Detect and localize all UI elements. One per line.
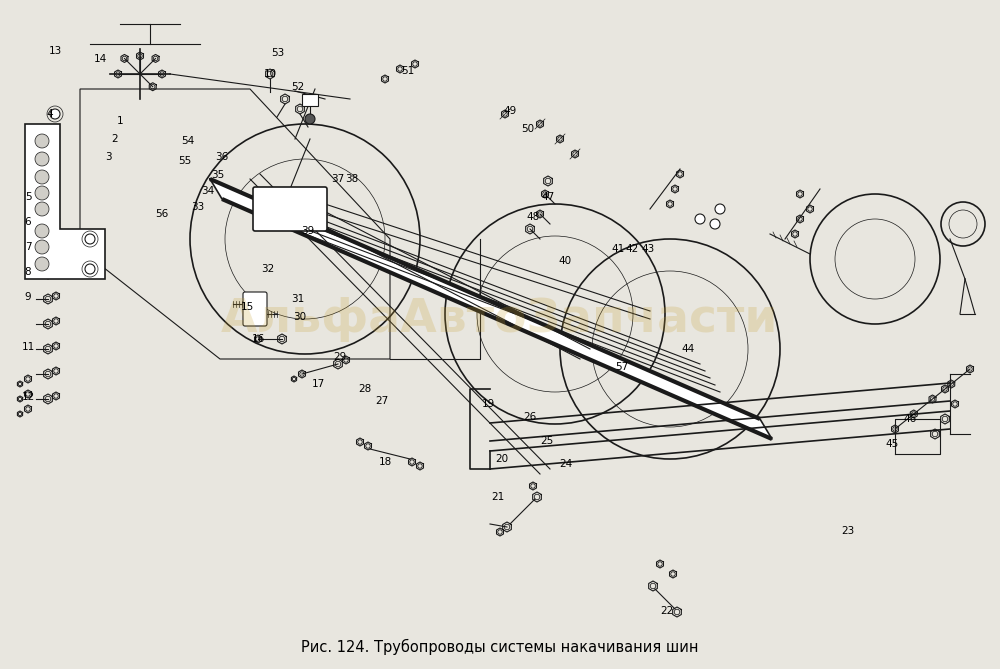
Text: 11: 11 (21, 342, 35, 352)
Text: 19: 19 (481, 399, 495, 409)
Text: 56: 56 (155, 209, 169, 219)
Polygon shape (210, 179, 772, 439)
Text: 39: 39 (301, 226, 315, 236)
Circle shape (35, 170, 49, 184)
Text: 34: 34 (201, 186, 215, 196)
Text: 54: 54 (181, 136, 195, 146)
Text: 6: 6 (25, 217, 31, 227)
Text: 29: 29 (333, 352, 347, 362)
Text: 40: 40 (558, 256, 572, 266)
Text: 20: 20 (495, 454, 509, 464)
Text: 32: 32 (261, 264, 275, 274)
Bar (302, 94, 318, 106)
Text: 8: 8 (25, 267, 31, 277)
Text: 42: 42 (625, 244, 639, 254)
Circle shape (35, 202, 49, 216)
Circle shape (35, 186, 49, 200)
Text: 4: 4 (47, 109, 53, 119)
Text: 33: 33 (191, 202, 205, 212)
Text: 7: 7 (25, 242, 31, 252)
Text: 51: 51 (401, 66, 415, 76)
Text: 23: 23 (841, 526, 855, 536)
Text: 26: 26 (523, 412, 537, 422)
Circle shape (305, 114, 315, 124)
Text: 16: 16 (251, 334, 265, 344)
Circle shape (85, 264, 95, 274)
Text: 38: 38 (345, 174, 359, 184)
Text: 36: 36 (215, 152, 229, 162)
Text: 14: 14 (93, 54, 107, 64)
Circle shape (35, 257, 49, 271)
Circle shape (715, 204, 725, 214)
Text: АльфаАвтоЗапчасти: АльфаАвтоЗапчасти (221, 296, 779, 341)
Text: Рис. 124. Трубопроводы системы накачивания шин: Рис. 124. Трубопроводы системы накачиван… (301, 639, 699, 655)
Text: 3: 3 (105, 152, 111, 162)
Text: 12: 12 (21, 392, 35, 402)
Text: 17: 17 (311, 379, 325, 389)
Text: 5: 5 (25, 192, 31, 202)
Text: 2: 2 (112, 134, 118, 144)
Text: 47: 47 (541, 192, 555, 202)
Text: 52: 52 (291, 82, 305, 92)
Text: 44: 44 (681, 344, 695, 354)
Text: 21: 21 (491, 492, 505, 502)
Circle shape (695, 214, 705, 224)
Text: 25: 25 (540, 436, 554, 446)
Text: 43: 43 (641, 244, 655, 254)
Text: 30: 30 (293, 312, 307, 322)
Text: 53: 53 (271, 48, 285, 58)
Text: 46: 46 (903, 414, 917, 424)
Text: 45: 45 (885, 439, 899, 449)
Circle shape (710, 219, 720, 229)
Text: 28: 28 (358, 384, 372, 394)
Text: 15: 15 (240, 302, 254, 312)
FancyBboxPatch shape (253, 187, 327, 231)
Text: 10: 10 (263, 69, 277, 79)
Text: 49: 49 (503, 106, 517, 116)
Text: 1: 1 (117, 116, 123, 126)
Text: 24: 24 (559, 459, 573, 469)
Text: 48: 48 (526, 212, 540, 222)
Circle shape (85, 234, 95, 244)
Text: 57: 57 (615, 362, 629, 372)
Text: 9: 9 (25, 292, 31, 302)
Text: 37: 37 (331, 174, 345, 184)
Text: 41: 41 (611, 244, 625, 254)
Text: 31: 31 (291, 294, 305, 304)
Polygon shape (25, 124, 105, 279)
Text: 27: 27 (375, 396, 389, 406)
Text: 35: 35 (211, 170, 225, 180)
Circle shape (35, 240, 49, 254)
Text: 55: 55 (178, 156, 192, 166)
Text: 50: 50 (521, 124, 535, 134)
Circle shape (50, 109, 60, 119)
Circle shape (35, 152, 49, 166)
Circle shape (35, 224, 49, 238)
Circle shape (35, 134, 49, 148)
Text: 18: 18 (378, 457, 392, 467)
Text: 22: 22 (660, 606, 674, 616)
Text: 13: 13 (48, 46, 62, 56)
FancyBboxPatch shape (243, 292, 267, 326)
